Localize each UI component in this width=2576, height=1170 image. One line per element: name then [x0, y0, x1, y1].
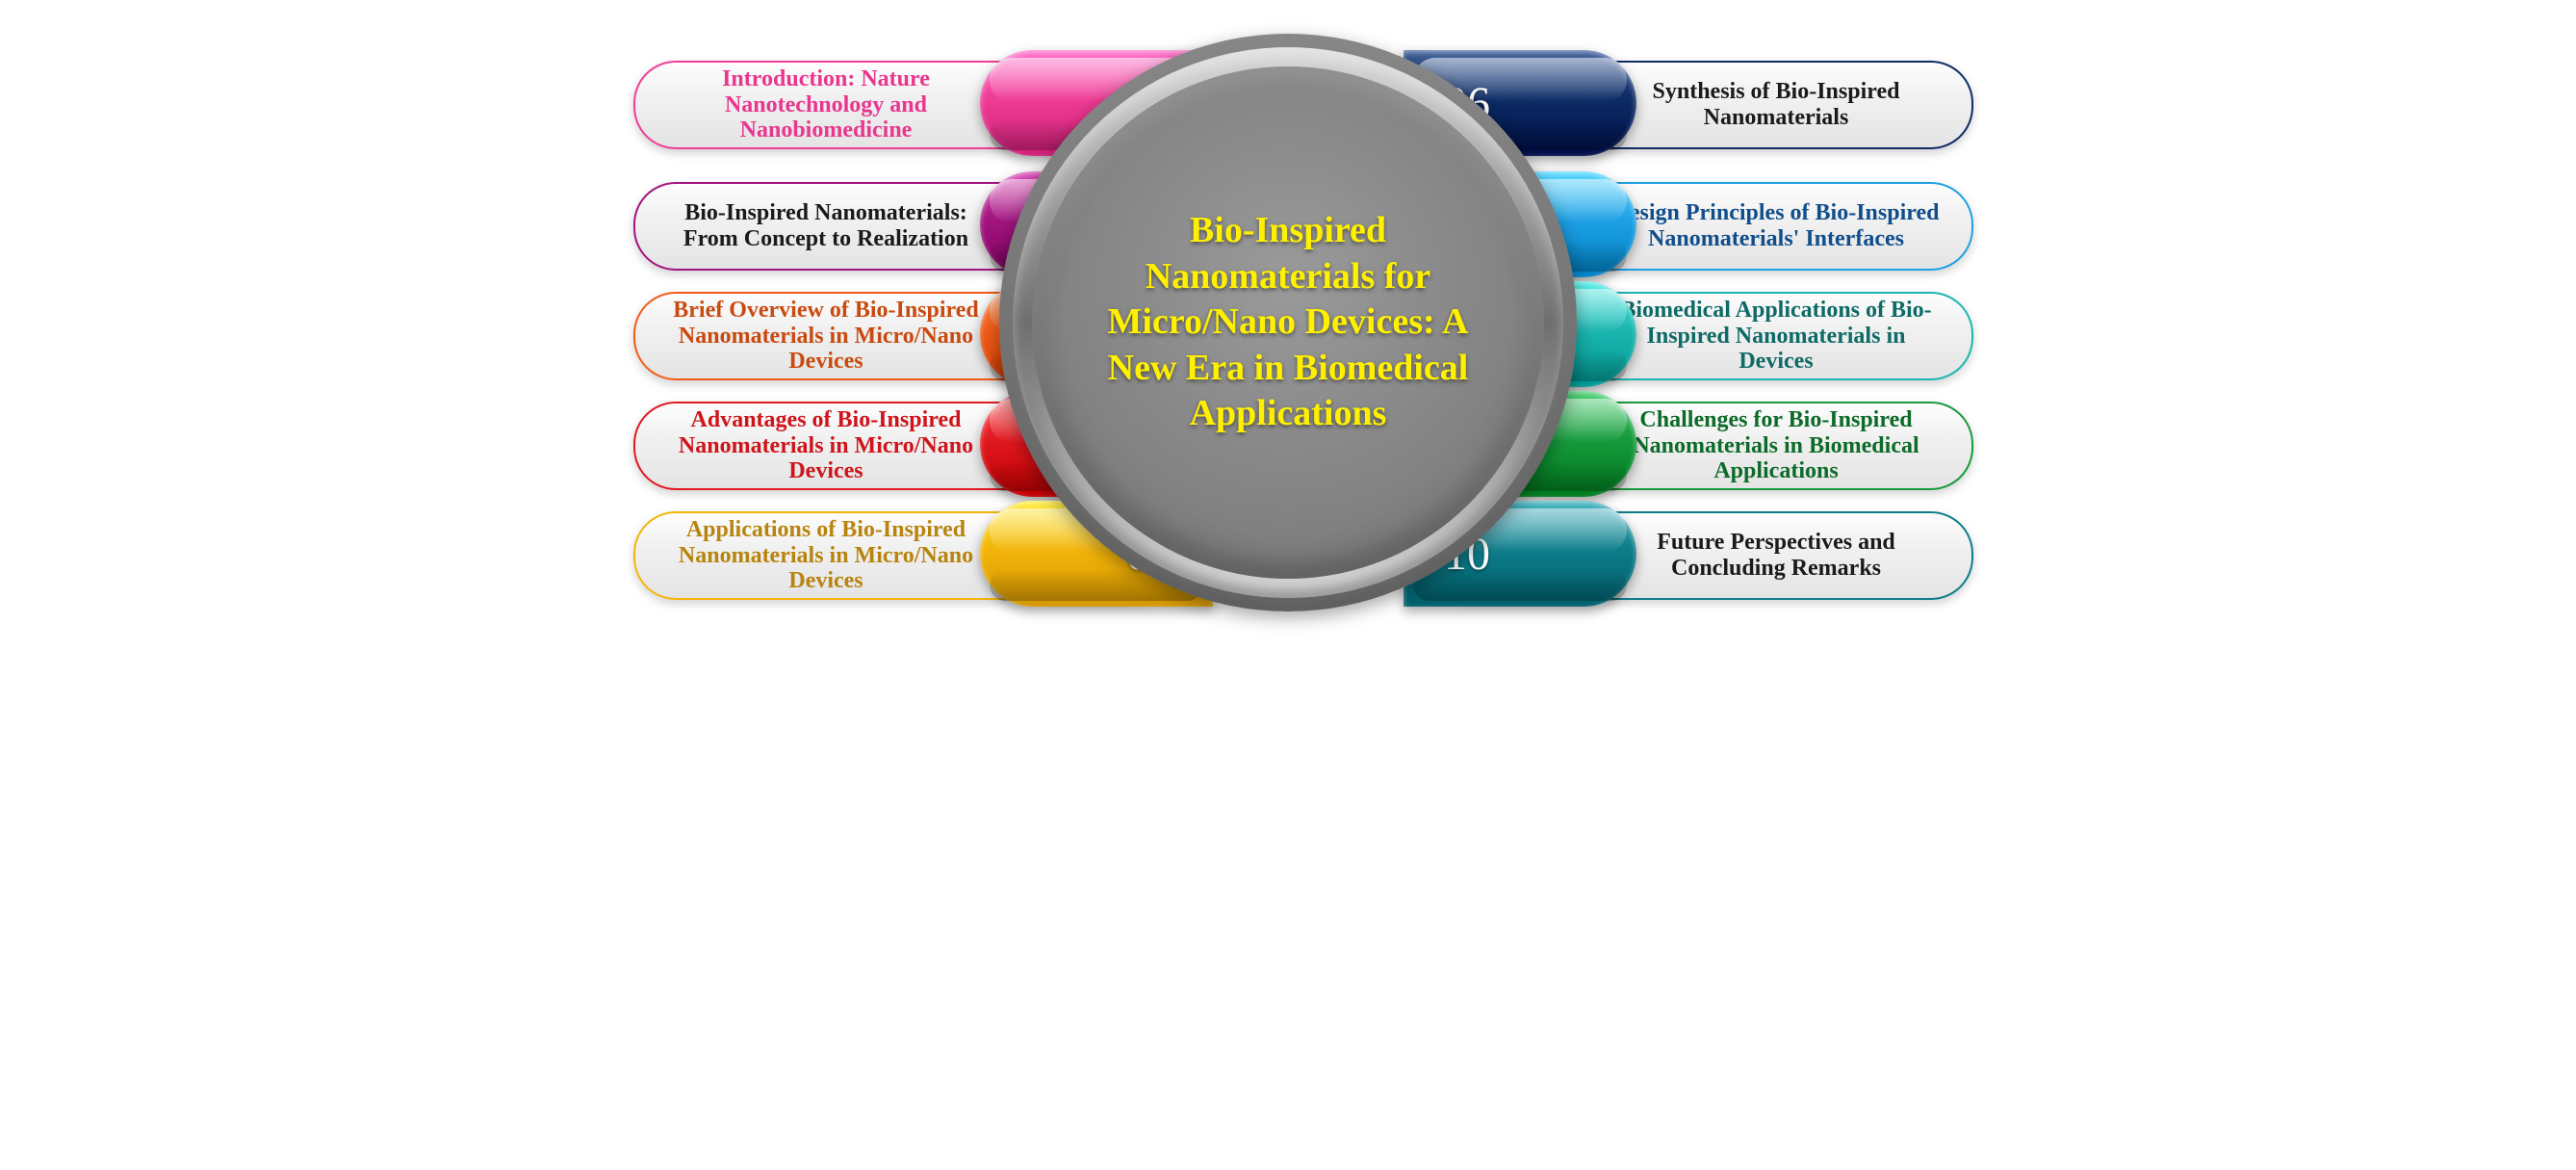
topic-label: Introduction: Nature Nanotechnology and … — [662, 66, 990, 144]
topic-label: Challenges for Bio-Inspired Nanomaterial… — [1608, 407, 1945, 485]
topic-label: Advantages of Bio-Inspired Nanomaterials… — [662, 407, 990, 485]
infographic-stage: Bio-Inspired Nanomaterials for Micro/Nan… — [556, 0, 2020, 741]
topic-label: Brief Overview of Bio-Inspired Nanomater… — [662, 298, 990, 376]
topic-label: Applications of Bio-Inspired Nanomateria… — [662, 517, 990, 595]
topic-label: Synthesis of Bio-Inspired Nanomaterials — [1608, 79, 1945, 131]
topic-label: Biomedical Applications of Bio-Inspired … — [1608, 298, 1945, 376]
central-hub: Bio-Inspired Nanomaterials for Micro/Nan… — [999, 34, 1577, 611]
hub-title: Bio-Inspired Nanomaterials for Micro/Nan… — [1076, 208, 1500, 437]
topic-label: Design Principles of Bio-Inspired Nanoma… — [1608, 200, 1945, 252]
topic-label: Future Perspectives and Concluding Remar… — [1608, 530, 1945, 582]
topic-label: Bio-Inspired Nanomaterials: From Concept… — [662, 200, 990, 252]
